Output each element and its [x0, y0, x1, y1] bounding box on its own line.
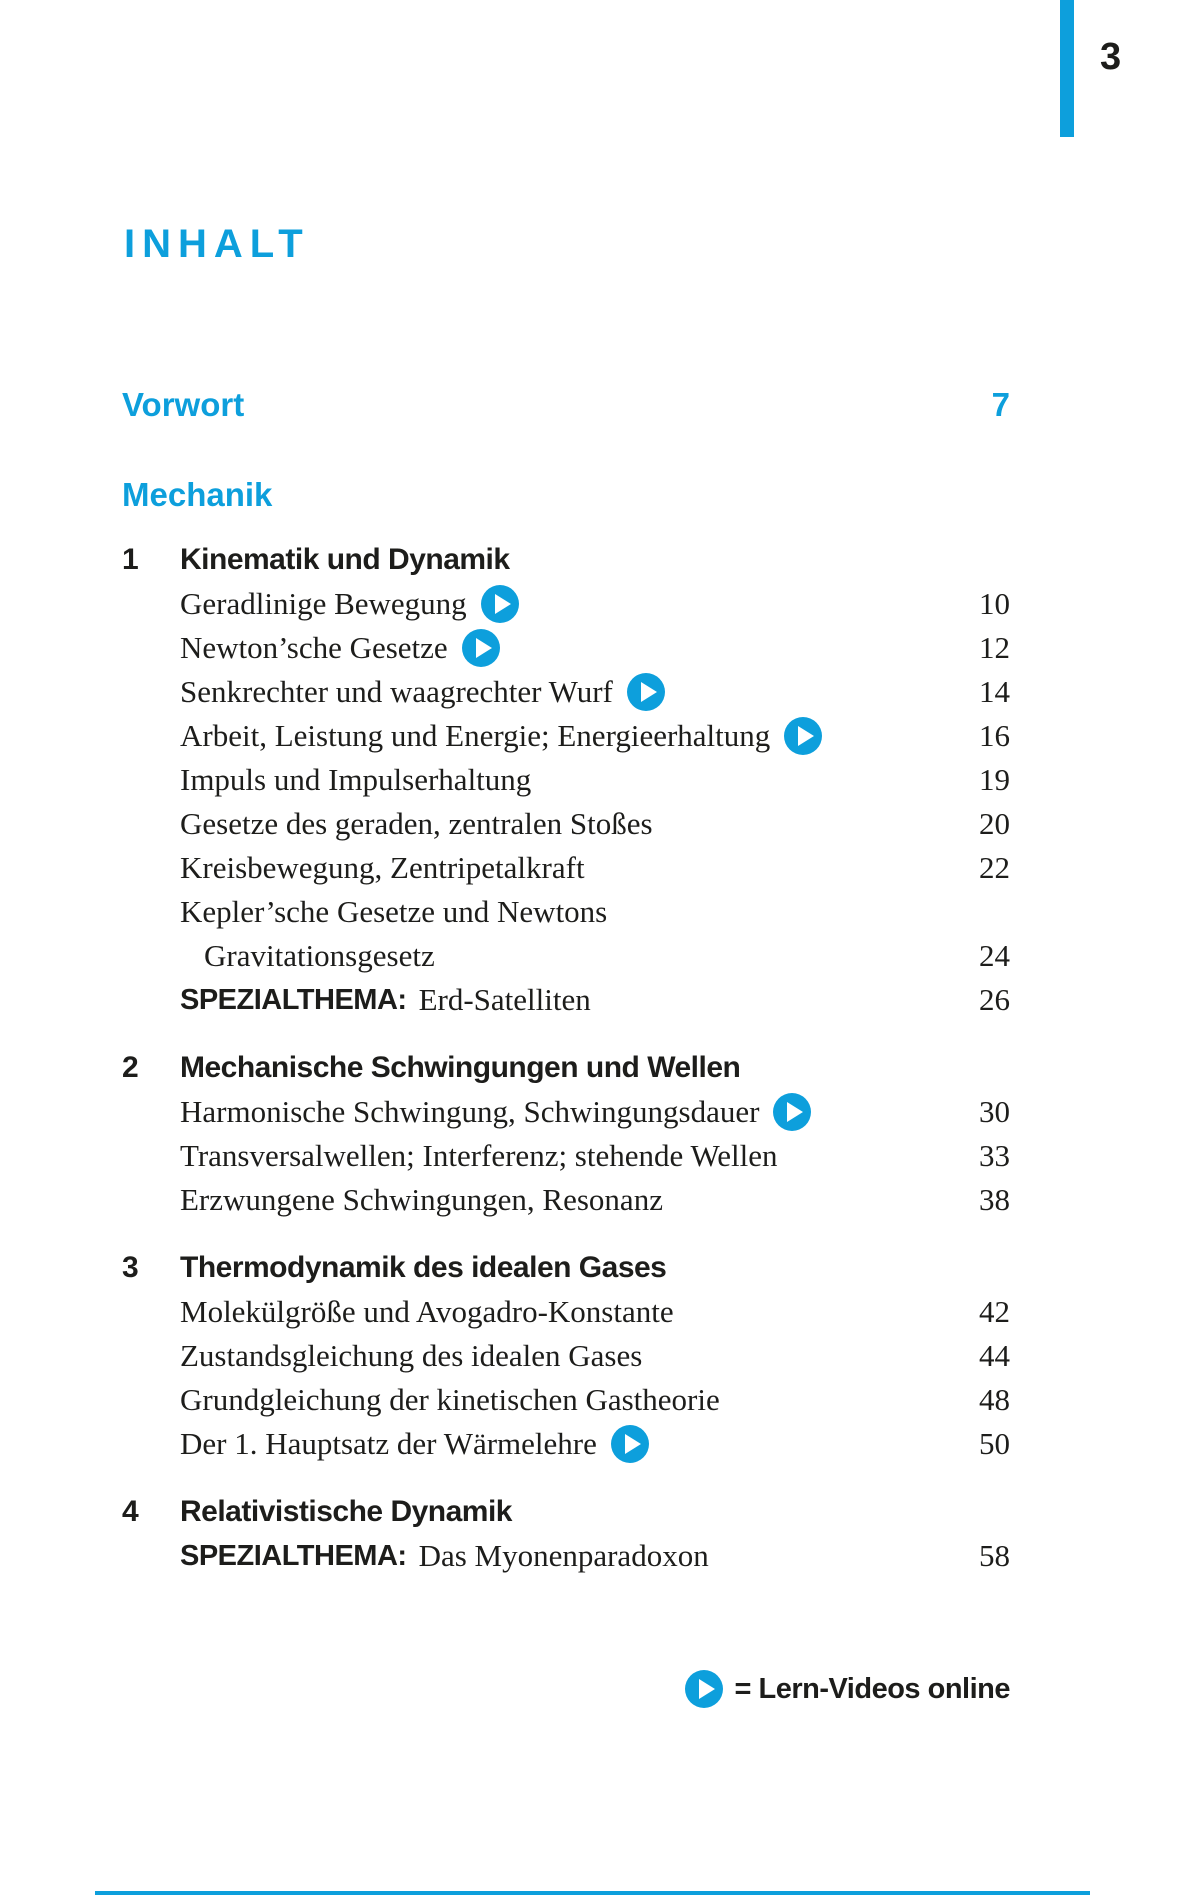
toc-entry: Senkrechter und waagrechter Wurf 14	[180, 670, 1010, 714]
entry-page-number: 58	[979, 1538, 1010, 1573]
play-video-icon	[684, 1670, 723, 1708]
vorwort-label: Vorwort	[122, 386, 245, 423]
toc-entry: Harmonische Schwingung, Schwingungsdauer…	[180, 1090, 1010, 1134]
entry-title: Gravitationsgesetz	[204, 938, 435, 973]
chapter-number: 1	[122, 543, 139, 576]
chapter-title: Relativistische Dynamik	[180, 1495, 513, 1528]
page-title: INHALT	[124, 222, 310, 266]
entry-page-number: 30	[979, 1094, 1010, 1129]
entry-page-number: 12	[979, 630, 1010, 665]
toc-entry: Erzwungene Schwingungen, Resonanz 38	[180, 1178, 1010, 1222]
chapter-entries: Geradlinige Bewegung 10 Newton’sche Gese…	[122, 582, 1010, 1022]
entry-title: Grundgleichung der kinetischen Gastheori…	[180, 1382, 720, 1417]
entry-title: Transversalwellen; Interferenz; stehende…	[180, 1138, 778, 1173]
chapter-number: 2	[122, 1051, 139, 1084]
video-legend-label: = Lern-Videos online	[734, 1672, 1011, 1705]
toc-entry: Transversalwellen; Interferenz; stehende…	[180, 1134, 1010, 1178]
toc-entry: Geradlinige Bewegung 10	[180, 582, 1010, 626]
entry-title: Kreisbewegung, Zentripetalkraft	[180, 850, 585, 885]
toc-entry: Newton’sche Gesetze 12	[180, 626, 1010, 670]
entry-title: Das Myonenparadoxon	[418, 1538, 709, 1573]
bottom-accent-rule	[95, 1891, 1090, 1895]
vorwort-page-number: 7	[991, 386, 1010, 423]
toc-list: 1 Kinematik und Dynamik Geradlinige Bewe…	[122, 538, 1010, 1578]
toc-entry: Gravitationsgesetz 24	[180, 934, 1010, 978]
toc-entry: Grundgleichung der kinetischen Gastheori…	[180, 1378, 1010, 1422]
chapter-entries: Molekülgröße und Avogadro-Konstante 42 Z…	[122, 1290, 1010, 1466]
page-corner-accent-bar	[1060, 0, 1074, 137]
chapter-entries: Harmonische Schwingung, Schwingungsdauer…	[122, 1090, 1010, 1222]
toc-entry: Zustandsgleichung des idealen Gases 44	[180, 1334, 1010, 1378]
chapter-heading: 3 Thermodynamik des idealen Gases	[122, 1246, 1010, 1290]
toc-entry: SPEZIALTHEMA: Das Myonenparadoxon 58	[180, 1534, 1010, 1578]
entry-page-number: 42	[979, 1294, 1010, 1329]
chapter-2: 2 Mechanische Schwingungen und Wellen Ha…	[122, 1046, 1010, 1222]
entry-title: Zustandsgleichung des idealen Gases	[180, 1338, 643, 1373]
chapter-1: 1 Kinematik und Dynamik Geradlinige Bewe…	[122, 538, 1010, 1022]
play-video-icon	[610, 1425, 649, 1463]
chapter-title: Mechanische Schwingungen und Wellen	[180, 1051, 741, 1084]
entry-title: Senkrechter und waagrechter Wurf	[180, 674, 613, 709]
toc-entry: Impuls und Impulserhaltung 19	[180, 758, 1010, 802]
entry-page-number: 14	[979, 674, 1010, 709]
play-video-icon	[626, 673, 665, 711]
toc-entry: Arbeit, Leistung und Energie; Energieerh…	[180, 714, 1010, 758]
entry-page-number: 20	[979, 806, 1010, 841]
entry-page-number: 38	[979, 1182, 1010, 1217]
entry-page-number: 22	[979, 850, 1010, 885]
chapter-title: Kinematik und Dynamik	[180, 543, 510, 576]
toc-entry: Kepler’sche Gesetze und Newtons	[180, 890, 1010, 934]
page-number: 3	[1100, 36, 1122, 78]
play-video-icon	[784, 717, 823, 755]
toc-entry: Molekülgröße und Avogadro-Konstante 42	[180, 1290, 1010, 1334]
chapter-3: 3 Thermodynamik des idealen Gases Molekü…	[122, 1246, 1010, 1466]
entry-title: Kepler’sche Gesetze und Newtons	[180, 894, 608, 929]
entry-page-number: 33	[979, 1138, 1010, 1173]
entry-page-number: 19	[979, 762, 1010, 797]
entry-page-number: 10	[979, 586, 1010, 621]
entry-title: Der 1. Hauptsatz der Wärmelehre	[180, 1426, 597, 1461]
toc-entry: SPEZIALTHEMA: Erd-Satelliten 26	[180, 978, 1010, 1022]
entry-title: Arbeit, Leistung und Energie; Energieerh…	[180, 718, 771, 753]
chapter-number: 4	[122, 1495, 139, 1528]
toc-content: INHALT Vorwort 7 Mechanik 1 Kinematik un…	[122, 0, 1010, 1708]
video-legend: = Lern-Videos online	[122, 1670, 1010, 1708]
entry-title: Erd-Satelliten	[418, 982, 591, 1017]
chapter-4: 4 Relativistische Dynamik SPEZIALTHEMA: …	[122, 1490, 1010, 1578]
play-video-icon	[773, 1093, 812, 1131]
entry-page-number: 26	[979, 982, 1010, 1017]
entry-title: Erzwungene Schwingungen, Resonanz	[180, 1182, 663, 1217]
play-video-icon	[480, 585, 519, 623]
chapter-entries: SPEZIALTHEMA: Das Myonenparadoxon 58	[122, 1534, 1010, 1578]
entry-title: Gesetze des geraden, zentralen Stoßes	[180, 806, 653, 841]
entry-title: Newton’sche Gesetze	[180, 630, 448, 665]
chapter-title: Thermodynamik des idealen Gases	[180, 1251, 667, 1284]
vorwort-row: Vorwort 7	[122, 384, 1010, 426]
chapter-heading: 1 Kinematik und Dynamik	[122, 538, 1010, 582]
entry-page-number: 24	[979, 938, 1010, 973]
entry-title: Geradlinige Bewegung	[180, 586, 467, 621]
toc-entry: Der 1. Hauptsatz der Wärmelehre 50	[180, 1422, 1010, 1466]
entry-title: Molekülgröße und Avogadro-Konstante	[180, 1294, 674, 1329]
chapter-heading: 2 Mechanische Schwingungen und Wellen	[122, 1046, 1010, 1090]
toc-entry: Gesetze des geraden, zentralen Stoßes 20	[180, 802, 1010, 846]
spezialthema-label: SPEZIALTHEMA:	[180, 984, 407, 1016]
entry-page-number: 48	[979, 1382, 1010, 1417]
part-title-mechanik: Mechanik	[122, 476, 273, 513]
chapter-heading: 4 Relativistische Dynamik	[122, 1490, 1010, 1534]
entry-page-number: 50	[979, 1426, 1010, 1461]
spezialthema-label: SPEZIALTHEMA:	[180, 1540, 407, 1572]
entry-title: Harmonische Schwingung, Schwingungsdauer	[180, 1094, 760, 1129]
entry-title: Impuls und Impulserhaltung	[180, 762, 532, 797]
toc-entry: Kreisbewegung, Zentripetalkraft 22	[180, 846, 1010, 890]
play-video-icon	[461, 629, 500, 667]
entry-page-number: 16	[979, 718, 1010, 753]
chapter-number: 3	[122, 1251, 139, 1284]
entry-page-number: 44	[979, 1338, 1010, 1373]
